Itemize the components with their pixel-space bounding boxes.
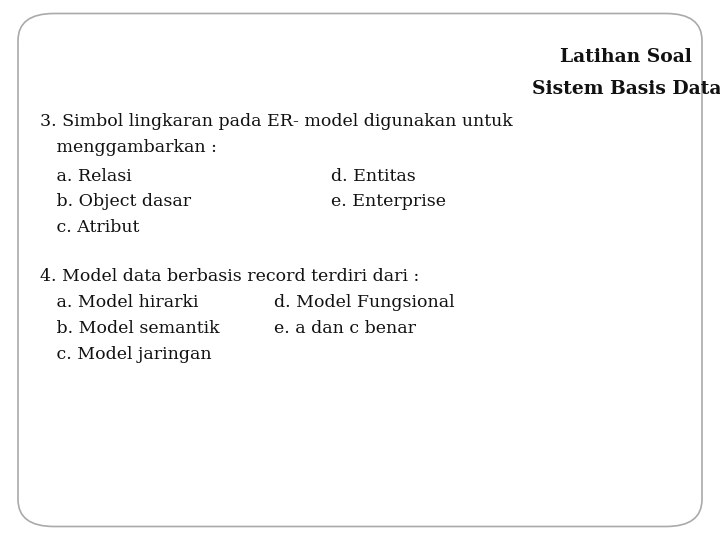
Text: d. Model Fungsional: d. Model Fungsional bbox=[274, 294, 454, 311]
Text: e. Enterprise: e. Enterprise bbox=[331, 193, 446, 211]
Text: 3. Simbol lingkaran pada ER- model digunakan untuk: 3. Simbol lingkaran pada ER- model digun… bbox=[40, 113, 513, 130]
Text: e. a dan c benar: e. a dan c benar bbox=[274, 320, 415, 337]
Text: menggambarkan :: menggambarkan : bbox=[40, 139, 217, 156]
Text: b. Object dasar: b. Object dasar bbox=[40, 193, 191, 211]
Text: a. Relasi: a. Relasi bbox=[40, 167, 131, 185]
Text: d. Entitas: d. Entitas bbox=[331, 167, 416, 185]
Text: 4. Model data berbasis record terdiri dari :: 4. Model data berbasis record terdiri da… bbox=[40, 268, 419, 285]
Text: a. Model hirarki: a. Model hirarki bbox=[40, 294, 198, 311]
Text: Latihan Soal: Latihan Soal bbox=[560, 48, 693, 66]
Text: c. Atribut: c. Atribut bbox=[40, 219, 139, 237]
Text: Sistem Basis Data: Sistem Basis Data bbox=[531, 80, 720, 98]
FancyBboxPatch shape bbox=[18, 14, 702, 526]
Text: c. Model jaringan: c. Model jaringan bbox=[40, 346, 211, 363]
Text: b. Model semantik: b. Model semantik bbox=[40, 320, 219, 337]
